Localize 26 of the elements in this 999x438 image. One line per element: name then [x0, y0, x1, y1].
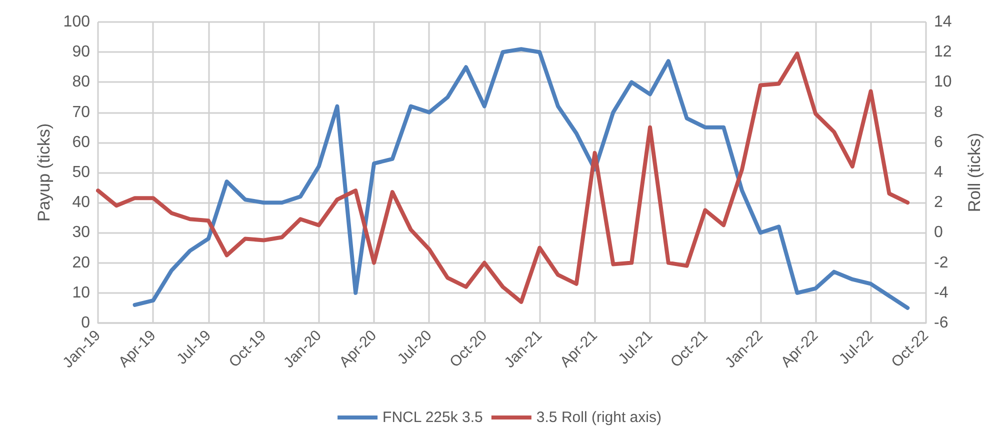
y-axis-title: Payup (ticks) — [34, 123, 54, 222]
y-tick-label: 100 — [63, 14, 90, 30]
y-tick-label: 80 — [72, 74, 90, 91]
y2-axis-title: Roll (ticks) — [965, 132, 984, 212]
y-tick-label: 20 — [72, 254, 90, 272]
y2-tick-label: 6 — [934, 134, 943, 151]
y-tick-label: 90 — [72, 44, 90, 61]
y2-tick-label: 12 — [934, 44, 952, 61]
y-tick-label: 70 — [72, 104, 90, 121]
legend-label: FNCL 225k 3.5 — [382, 409, 483, 426]
y-tick-label: 60 — [72, 134, 90, 151]
legend-label: 3.5 Roll (right axis) — [536, 409, 662, 426]
y2-tick-label: 4 — [934, 164, 943, 181]
y-tick-label: 40 — [72, 194, 90, 212]
y-tick-label: 0 — [81, 314, 90, 332]
y-tick-label: 10 — [72, 284, 90, 302]
y2-tick-label: -6 — [934, 314, 948, 332]
y2-tick-label: 0 — [934, 224, 943, 242]
y-tick-label: 50 — [72, 164, 90, 181]
y2-tick-label: 10 — [934, 74, 952, 91]
y2-tick-label: -2 — [934, 254, 948, 272]
y2-tick-label: 2 — [934, 194, 943, 212]
y2-tick-label: -4 — [934, 284, 948, 302]
y2-tick-label: 14 — [934, 14, 952, 30]
y-tick-label: 30 — [72, 224, 90, 242]
y2-tick-label: 8 — [934, 104, 943, 121]
